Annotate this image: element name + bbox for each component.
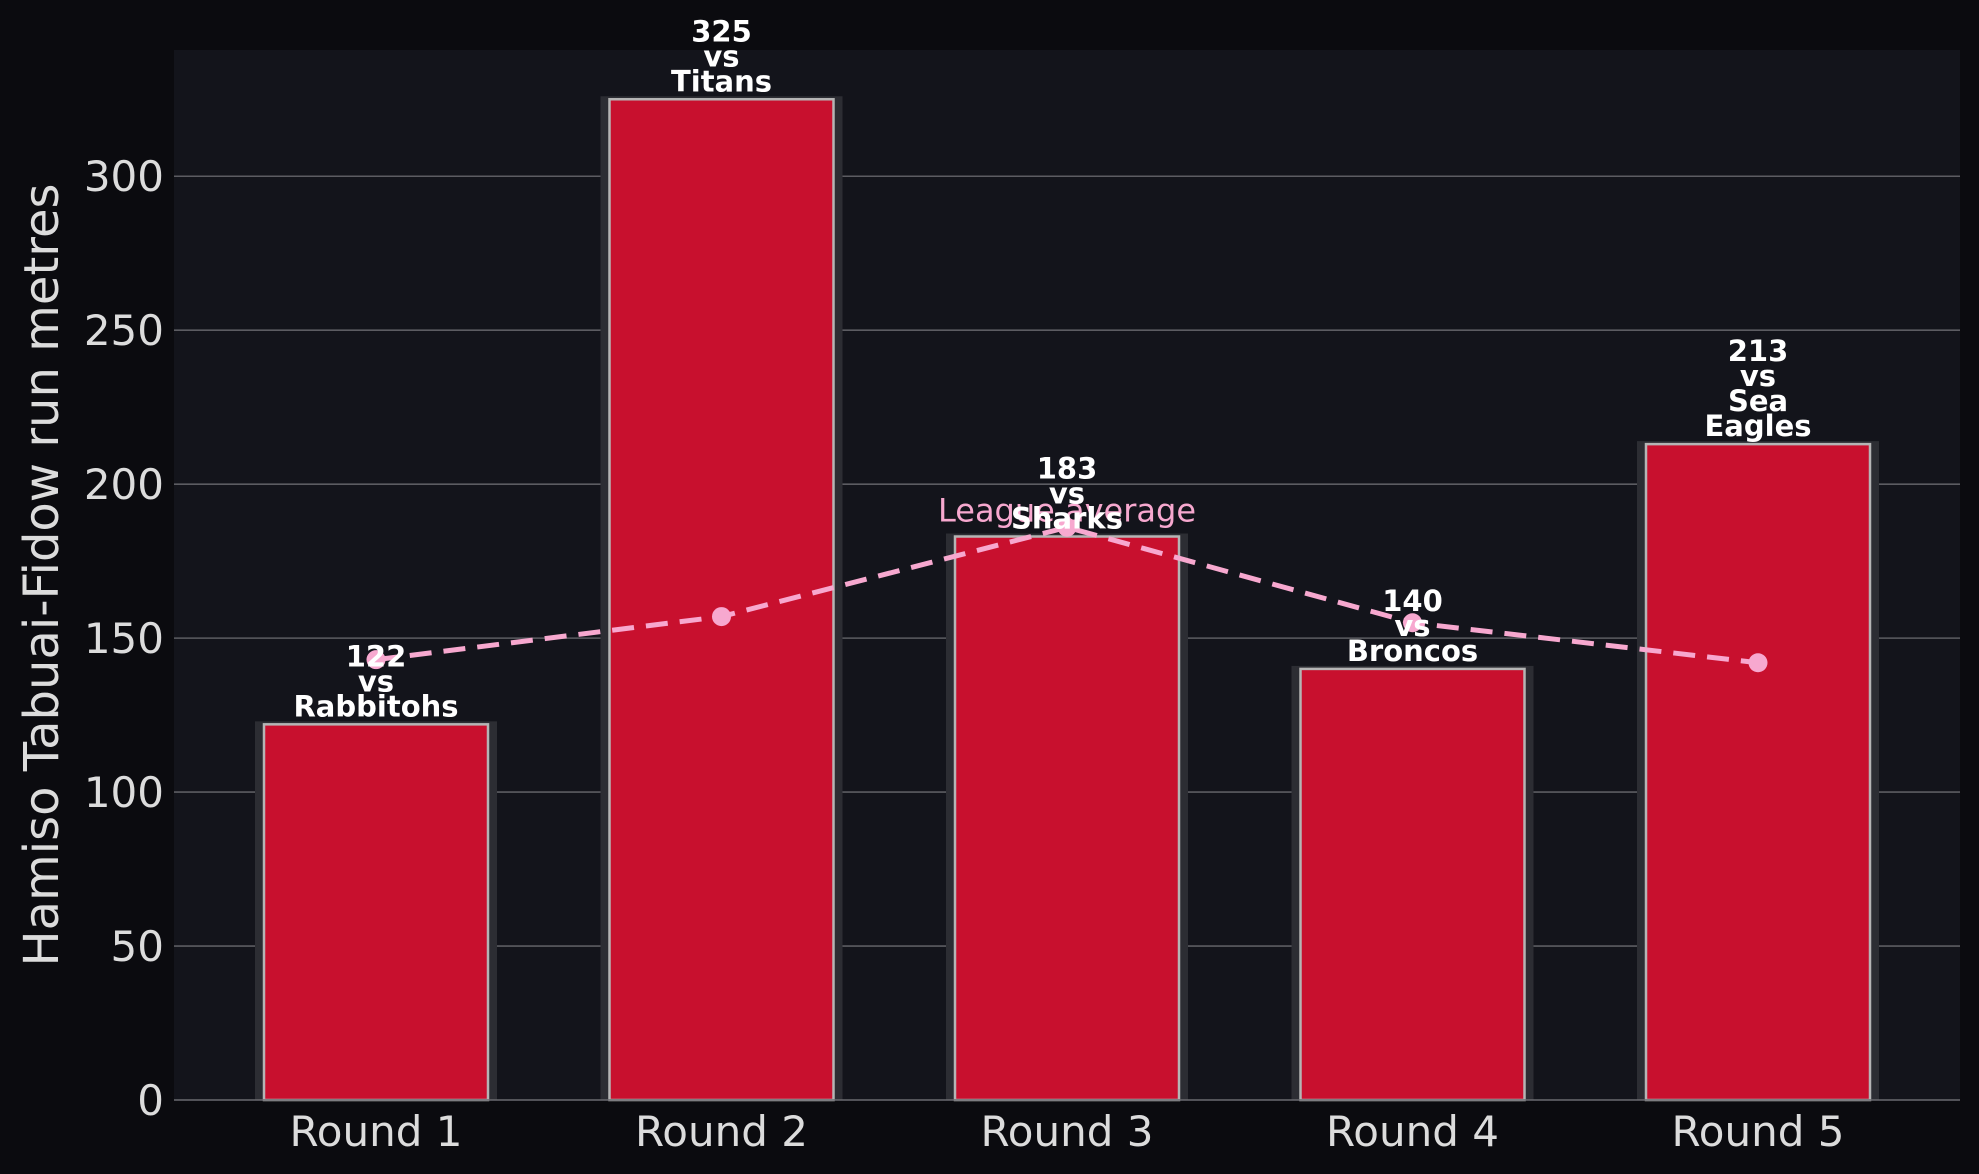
bar-value-label: vs (703, 39, 739, 73)
bar-value-label: vs (1394, 609, 1430, 643)
bar-value-label: Eagles (1704, 409, 1811, 443)
league-average-label: League average (938, 491, 1196, 529)
league-average-point (366, 650, 386, 670)
x-axis-ticks: Round 1 Round 2 Round 3 Round 4 Round 5 (290, 1107, 1845, 1156)
y-tick-label: 50 (111, 922, 164, 971)
bar-value-label: vs (358, 664, 394, 698)
bar-value-label: 140 (1382, 584, 1443, 618)
bar (953, 535, 1181, 1102)
bar-value-label: vs (1740, 359, 1776, 393)
bar (608, 98, 835, 1102)
y-axis-ticks: 0 50 100 150 200 250 300 (84, 152, 164, 1125)
x-tick-label: Round 1 (290, 1107, 463, 1156)
bar-value-label: vs (1049, 477, 1085, 511)
bar-value-label: 183 (1037, 452, 1098, 486)
bar-labels: 122vsRabbitohs325vsTitans183vsSharks140v… (293, 14, 1811, 723)
y-tick-label: 150 (84, 614, 164, 663)
y-tick-label: 100 (84, 768, 164, 817)
bar-value-label: Sharks (1011, 502, 1123, 536)
league-average-point (1748, 653, 1768, 673)
bar-value-label: Titans (671, 64, 772, 98)
bar-value-label: 325 (691, 14, 752, 48)
y-tick-label: 250 (84, 306, 164, 355)
league-average-point (712, 607, 731, 627)
bar-value-label: Sea (1728, 384, 1788, 418)
y-tick-label: 0 (137, 1076, 164, 1125)
league-average-point (1057, 517, 1077, 537)
y-axis-label: Hamiso Tabuai-Fidow run metres (14, 184, 70, 967)
x-tick-label: Round 5 (1672, 1107, 1845, 1156)
bar-value-label: Broncos (1347, 634, 1478, 668)
bar (1644, 442, 1872, 1102)
bar (262, 723, 490, 1102)
league-average-point (1403, 613, 1422, 633)
x-tick-label: Round 4 (1326, 1107, 1499, 1156)
league-average-line: League average (366, 491, 1768, 673)
x-tick-label: Round 2 (635, 1107, 808, 1156)
bar-value-label: Rabbitohs (293, 689, 458, 723)
y-tick-label: 200 (84, 460, 164, 509)
bar-value-label: 213 (1728, 334, 1789, 368)
bar-value-label: 122 (346, 639, 407, 673)
x-tick-label: Round 3 (981, 1107, 1154, 1156)
bar (1299, 667, 1526, 1102)
y-tick-label: 300 (84, 152, 164, 201)
